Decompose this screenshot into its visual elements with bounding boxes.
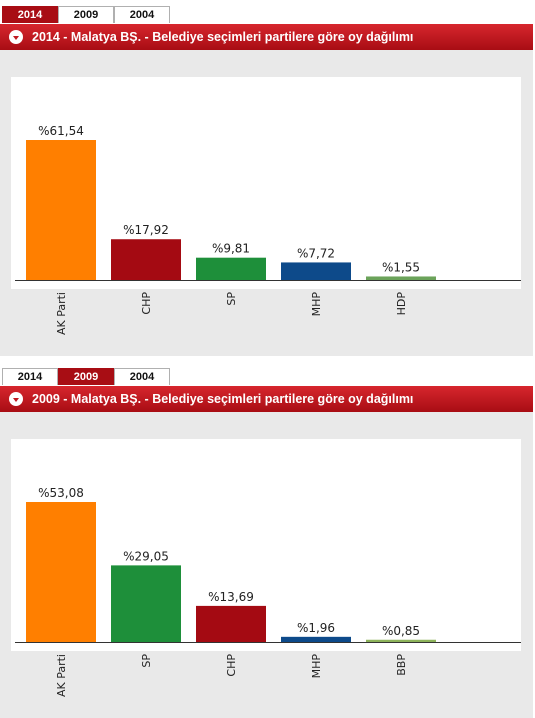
data-label: %13,69 <box>208 590 254 604</box>
bar <box>26 140 96 280</box>
tab-2009[interactable]: 2009 <box>58 368 114 385</box>
bar <box>26 502 96 642</box>
data-label: %61,54 <box>38 124 84 138</box>
bar <box>366 639 436 642</box>
bar <box>281 262 351 280</box>
bar <box>196 605 266 642</box>
bar <box>111 565 181 642</box>
bar <box>196 257 266 280</box>
tab-2014[interactable]: 2014 <box>2 6 58 23</box>
tab-2014[interactable]: 2014 <box>2 368 58 385</box>
category-label: CHP <box>225 654 238 677</box>
data-label: %7,72 <box>297 246 335 260</box>
bar <box>366 276 436 280</box>
data-label: %0,85 <box>382 624 420 638</box>
category-label: MHP <box>310 654 323 679</box>
data-label: %53,08 <box>38 486 84 500</box>
tab-2004[interactable]: 2004 <box>114 368 170 385</box>
data-label: %1,96 <box>297 621 335 635</box>
tab-2004[interactable]: 2004 <box>114 6 170 23</box>
category-label: CHP <box>140 292 153 315</box>
tab-2009[interactable]: 2009 <box>58 6 114 23</box>
category-label: SP <box>140 654 153 668</box>
data-label: %9,81 <box>212 242 250 256</box>
bar <box>281 636 351 642</box>
category-label: AK Parti <box>55 292 68 335</box>
bar-chart: %53,08 AK Parti %29,05 SP %13,69 CHP %1,96 MHP%… <box>15 486 521 697</box>
category-label: SP <box>225 292 238 306</box>
data-label: %1,55 <box>382 260 420 274</box>
data-label: %29,05 <box>123 549 169 563</box>
category-label: AK Parti <box>55 654 68 697</box>
bar <box>111 239 181 280</box>
panel-title-bar: 2014 - Malatya BŞ. - Belediye seçimleri … <box>0 24 533 50</box>
category-label: BBP <box>395 654 408 676</box>
collapse-arrow-icon[interactable] <box>9 30 23 44</box>
data-label: %17,92 <box>123 223 169 237</box>
category-label: HDP <box>395 292 408 316</box>
category-label: MHP <box>310 292 323 317</box>
panel-title: 2009 - Malatya BŞ. - Belediye seçimleri … <box>32 392 414 406</box>
chart-area: %53,08 AK Parti %29,05 SP %13,69 CHP %1,96 MHP%… <box>0 412 533 718</box>
bar-chart: %61,54 AK Parti %17,92 CHP %9,81 SP %7,72 MHP %1… <box>15 124 521 335</box>
panel-title-bar: 2009 - Malatya BŞ. - Belediye seçimleri … <box>0 386 533 412</box>
chart-area: %61,54 AK Parti %17,92 CHP %9,81 SP %7,72 MHP %1… <box>0 50 533 356</box>
collapse-arrow-icon[interactable] <box>9 392 23 406</box>
panel-title: 2014 - Malatya BŞ. - Belediye seçimleri … <box>32 30 414 44</box>
